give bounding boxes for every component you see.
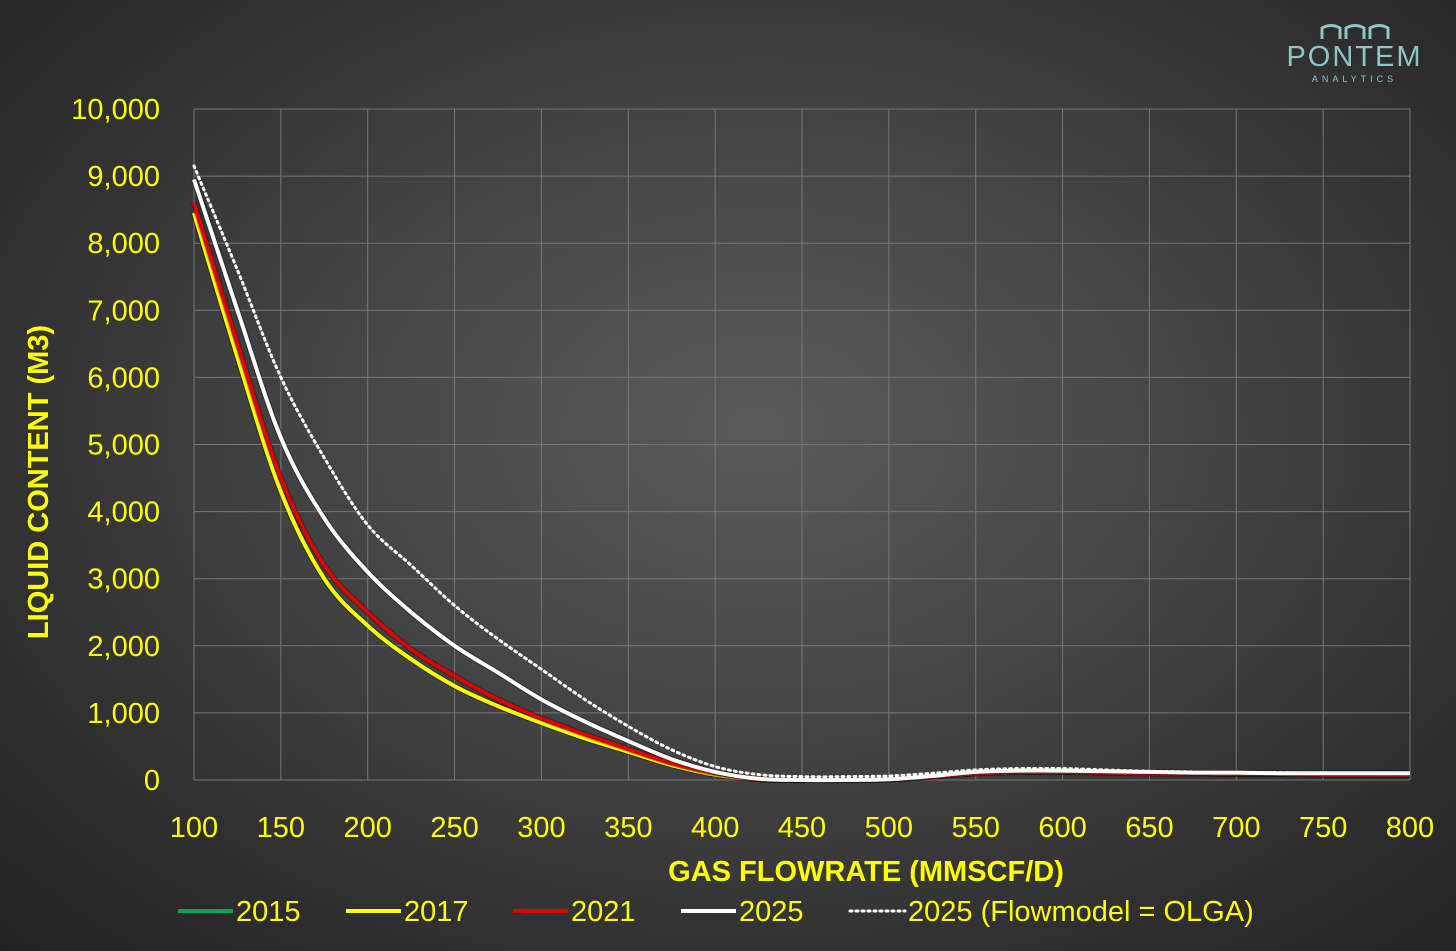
x-tick-label: 450 <box>778 812 826 844</box>
logo-name: PONTEM <box>1286 41 1423 73</box>
grid-lines <box>193 108 1411 781</box>
x-tick-labels: 100 150 200 250 300 350 400 450 500 550 600 650 700 7… <box>170 812 1434 844</box>
y-tick-label: 3,000 <box>87 564 160 596</box>
x-tick-label: 400 <box>691 812 739 844</box>
y-tick-label: 1,000 <box>87 698 160 730</box>
legend-label-olga: 2025 (Flowmodel = OLGA) <box>908 896 1254 928</box>
company-logo: PONTEM ANALYTICS <box>1282 22 1427 84</box>
logo-subtitle: ANALYTICS <box>1311 74 1398 84</box>
series-lines <box>191 164 1412 784</box>
series-line-olga <box>192 164 1412 779</box>
y-tick-label: 7,000 <box>87 295 160 327</box>
x-tick-label: 200 <box>344 812 392 844</box>
y-tick-label: 9,000 <box>87 161 160 193</box>
y-tick-label: 10,000 <box>71 94 160 126</box>
bridge-arches-icon <box>1320 24 1389 39</box>
y-tick-label: 8,000 <box>87 228 160 260</box>
legend-label-2015: 2015 <box>236 896 301 928</box>
x-tick-label: 100 <box>170 812 218 844</box>
y-axis-title: LIQUID CONTENT (M3) <box>23 325 55 639</box>
legend: 2015 2017 2021 2025 2025 (Flowmodel = OLGA) <box>178 896 1254 928</box>
x-tick-label: 250 <box>430 812 478 844</box>
y-tick-label: 2,000 <box>87 631 160 663</box>
x-tick-label: 300 <box>517 812 565 844</box>
x-tick-label: 650 <box>1125 812 1173 844</box>
legend-label-2025: 2025 <box>739 896 804 928</box>
x-tick-label: 600 <box>1038 812 1086 844</box>
x-tick-label: 700 <box>1212 812 1260 844</box>
y-tick-labels: 0 1,000 2,000 3,000 4,000 5,000 6,000 7,000 8,00… <box>71 94 160 797</box>
x-tick-label: 500 <box>865 812 913 844</box>
y-tick-label: 6,000 <box>87 362 160 394</box>
legend-label-2021: 2021 <box>571 896 636 928</box>
x-tick-label: 550 <box>952 812 1000 844</box>
y-tick-label: 5,000 <box>87 430 160 462</box>
x-tick-label: 800 <box>1386 812 1434 844</box>
legend-label-2017: 2017 <box>404 896 469 928</box>
x-tick-label: 350 <box>604 812 652 844</box>
x-tick-label: 150 <box>257 812 305 844</box>
x-tick-label: 750 <box>1299 812 1347 844</box>
y-tick-label: 0 <box>144 765 160 797</box>
x-axis-title: GAS FLOWRATE (MMSCF/D) <box>668 856 1064 888</box>
y-tick-label: 4,000 <box>87 497 160 529</box>
